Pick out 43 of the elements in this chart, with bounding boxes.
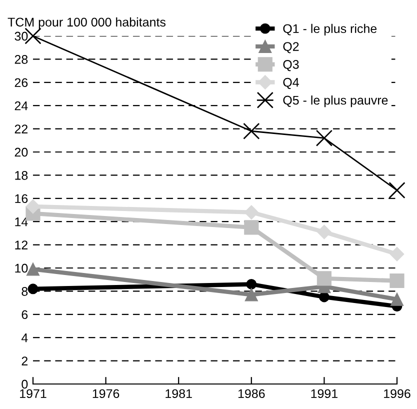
point (388, 182, 406, 199)
point (244, 220, 259, 235)
point (390, 246, 404, 262)
point (316, 224, 332, 240)
point (316, 271, 332, 286)
y-tick-label: 8 (22, 287, 28, 296)
legend-label: Q3 (283, 60, 299, 72)
point (244, 205, 259, 220)
point (28, 284, 38, 294)
x-tick-label: 1971 (20, 389, 46, 398)
x-tick-label: 1981 (166, 389, 192, 398)
point (244, 288, 258, 302)
y-tick-label: 22 (14, 124, 28, 134)
y-tick-label: 14 (15, 218, 28, 226)
y-tick-label: 26 (14, 78, 28, 88)
y-tick-label: 20 (14, 148, 28, 157)
legend-label: Q4 (283, 78, 299, 89)
y-axis-title: TCM pour 100 000 habitants (8, 17, 166, 30)
y-tick-label: 4 (21, 334, 28, 342)
y-tick-label: 18 (15, 171, 28, 180)
x-tick-label: 1991 (311, 389, 338, 398)
point (246, 279, 257, 290)
y-tick-label: 28 (14, 55, 28, 64)
point (390, 273, 404, 288)
y-tick-label: 24 (14, 101, 28, 110)
point (316, 130, 333, 146)
y-tick-label: 30 (14, 32, 28, 41)
y-tick-label: 0 (22, 380, 28, 389)
point (390, 292, 404, 306)
point (243, 122, 260, 140)
y-tick-label: 2 (22, 356, 28, 366)
legend-label: Q5 - le plus pauvre (283, 95, 388, 108)
x-tick-label: 1996 (384, 389, 410, 398)
y-tick-label: 16 (15, 194, 28, 204)
legend-label: Q2 (283, 42, 299, 54)
x-tick-label: 1976 (92, 389, 120, 398)
legend-label: Q1 - le plus riche (283, 24, 377, 36)
y-tick-label: 6 (22, 310, 28, 320)
y-tick-label: 12 (15, 240, 28, 250)
x-tick-label: 1986 (238, 389, 265, 398)
point (26, 199, 40, 214)
y-tick-label: 10 (15, 264, 28, 273)
point (318, 292, 330, 302)
